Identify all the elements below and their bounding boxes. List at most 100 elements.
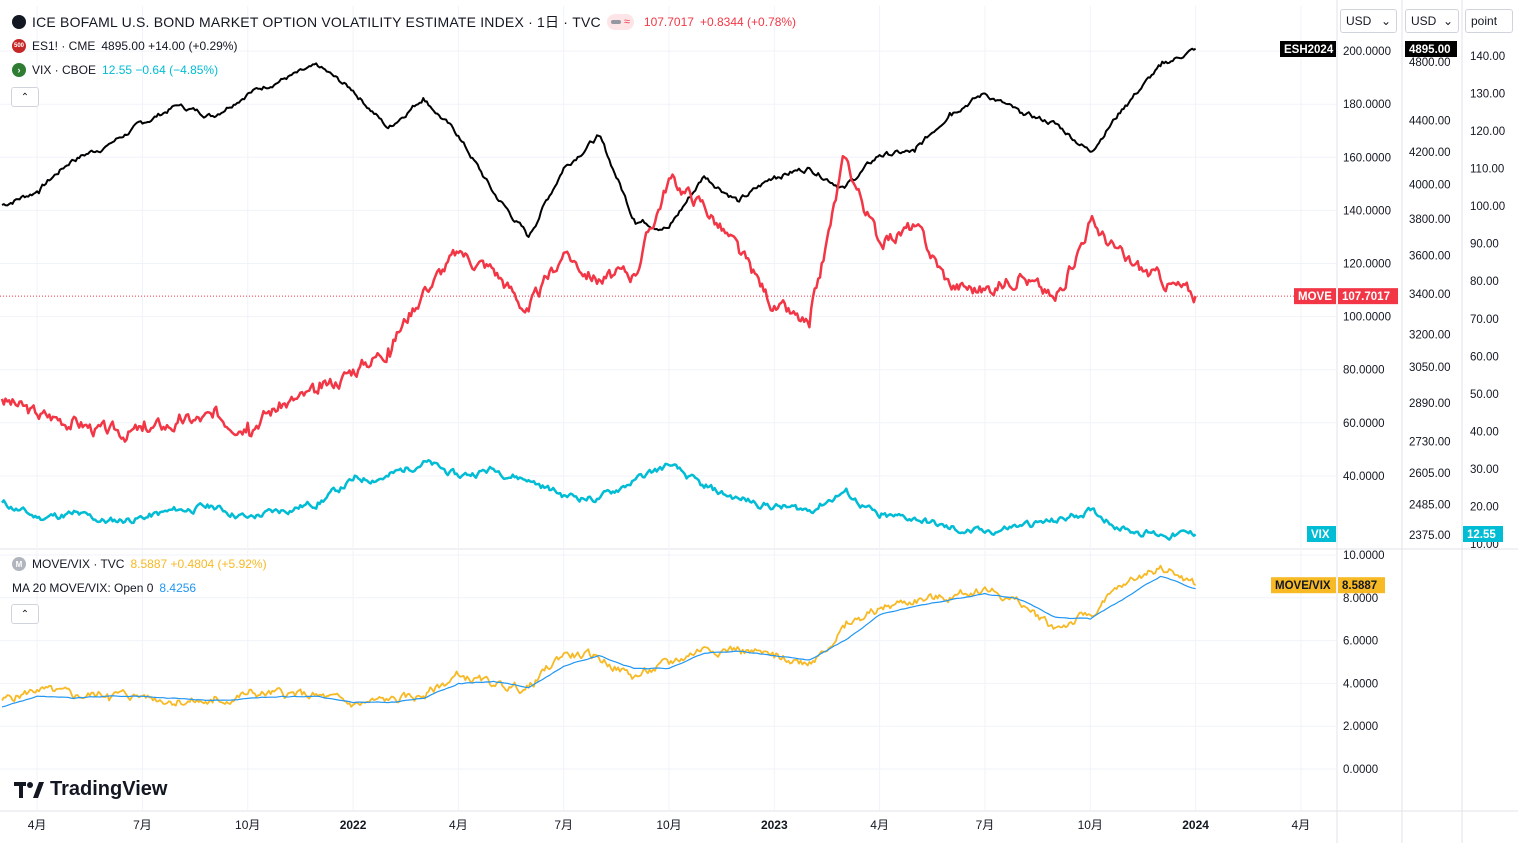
move-series-line bbox=[0, 154, 1197, 443]
es-name-tag-bg bbox=[1280, 41, 1336, 57]
vix-series-values: 12.55 −0.64 (−4.85%) bbox=[102, 63, 219, 77]
vix-axis-tick: 90.00 bbox=[1470, 239, 1499, 251]
ma-value: 8.4256 bbox=[159, 581, 197, 595]
move-name-tag-bg bbox=[1294, 288, 1336, 305]
es-axis-tick: 2890.00 bbox=[1409, 398, 1451, 410]
ratio-name-tag-text: MOVE/VIX bbox=[1275, 580, 1331, 592]
compare-pill[interactable]: ≈ bbox=[606, 14, 634, 30]
sub-series-name: MOVE/VIX · TVC bbox=[32, 557, 125, 571]
unit-select[interactable]: point bbox=[1465, 9, 1513, 33]
x-tick-label: 4月 bbox=[870, 818, 889, 832]
currency-select-2-label: USD bbox=[1411, 14, 1437, 28]
vix-value-tag: 12.55 bbox=[1463, 526, 1503, 542]
vix-axis-tick: 60.00 bbox=[1470, 351, 1499, 363]
sub-axis-tick: 0.0000 bbox=[1343, 764, 1378, 776]
move-name-tag-text: MOVE bbox=[1298, 291, 1332, 303]
sub-series-values: 8.5887 +0.4804 (+5.92%) bbox=[130, 557, 267, 571]
chevron-down-icon: ⌄ bbox=[1442, 14, 1453, 28]
x-tick-label: 4月 bbox=[28, 818, 47, 832]
es-legend: 500 ES1! · CME 4895.00 +14.00 (+0.29%) bbox=[12, 39, 237, 53]
es-axis-tick: 4400.00 bbox=[1409, 115, 1451, 127]
es-name-tag-text: ESH2024 bbox=[1284, 44, 1334, 56]
move-name-tag: MOVE bbox=[1294, 288, 1336, 305]
ma-series-line bbox=[1, 575, 1196, 708]
ratio-value-tag: 8.5887 bbox=[1338, 577, 1385, 594]
move-value-tag-bg bbox=[1338, 288, 1398, 305]
x-tick-label: 7月 bbox=[976, 818, 995, 832]
es-axis-tick: 4800.00 bbox=[1409, 57, 1451, 69]
ratio-name-tag: MOVE/VIX bbox=[1271, 577, 1336, 594]
move-axis-tick: 60.0000 bbox=[1343, 418, 1385, 430]
move-value-tag-text: 107.7017 bbox=[1342, 291, 1390, 303]
currency-select-1-label: USD bbox=[1346, 14, 1372, 28]
ma-name: MA 20 MOVE/VIX: Open 0 bbox=[12, 581, 154, 595]
move-axis-tick: 40.0000 bbox=[1343, 471, 1385, 483]
vix-axis-tick: 130.00 bbox=[1470, 89, 1505, 101]
sub-axis-tick: 6.0000 bbox=[1343, 636, 1378, 648]
sub-axis-tick: 4.0000 bbox=[1343, 678, 1378, 690]
tradingview-logo-text: TradingView bbox=[50, 778, 168, 800]
move-axis-tick: 200.0000 bbox=[1343, 46, 1391, 58]
time-axis: 4月 7月 10月 2022 4月 7月 10月 2023 4月 7月 10月 2024 4月 bbox=[28, 818, 1310, 832]
move-axis-tick: 180.0000 bbox=[1343, 99, 1391, 111]
es-symbol-icon: 500 bbox=[12, 39, 26, 53]
collapse-sub-legend-button[interactable]: ⌃ bbox=[11, 604, 39, 624]
es-axis-tick: 2485.00 bbox=[1409, 500, 1451, 512]
tradingview-logo: TradingView bbox=[14, 778, 167, 801]
ma-legend: MA 20 MOVE/VIX: Open 0 8.4256 bbox=[12, 581, 196, 595]
vix-name-tag-text: VIX bbox=[1311, 529, 1330, 541]
sub-legend: M MOVE/VIX · TVC 8.5887 +0.4804 (+5.92%) bbox=[12, 557, 267, 571]
vix-series-name: VIX · CBOE bbox=[32, 63, 97, 77]
vix-axis-tick: 70.00 bbox=[1470, 314, 1499, 326]
x-tick-label: 2022 bbox=[340, 818, 367, 832]
unit-select-label: point bbox=[1471, 14, 1498, 28]
series-lines bbox=[0, 47, 1336, 708]
es-axis-tick: 3600.00 bbox=[1409, 250, 1451, 262]
vix-axis-tick: 120.00 bbox=[1470, 126, 1505, 138]
vix-axis-tick: 40.00 bbox=[1470, 426, 1499, 438]
chevron-down-icon: ⌄ bbox=[1380, 14, 1391, 28]
currency-select-2[interactable]: USD ⌄ bbox=[1405, 9, 1459, 33]
move-axis-tick: 80.0000 bbox=[1343, 365, 1385, 377]
sub-axis-tick: 8.0000 bbox=[1343, 593, 1378, 605]
vix-axis-tick: 20.00 bbox=[1470, 501, 1499, 513]
x-tick-label: 7月 bbox=[554, 818, 573, 832]
collapse-legend-button[interactable]: ⌃ bbox=[11, 87, 39, 107]
vix-axis-tick: 50.00 bbox=[1470, 389, 1499, 401]
es-name-tag: ESH2024 bbox=[1280, 41, 1336, 57]
vix-axis-tick: 80.00 bbox=[1470, 276, 1499, 288]
ratio-series-line bbox=[1, 564, 1197, 708]
sub-symbol-icon: M bbox=[12, 557, 26, 571]
vix-series-line bbox=[1, 458, 1197, 541]
x-tick-label: 10月 bbox=[656, 818, 681, 832]
currency-select-1[interactable]: USD ⌄ bbox=[1340, 9, 1397, 33]
price-axes: 200.0000 180.0000 160.0000 140.0000 120.0000… bbox=[1343, 46, 1505, 776]
vix-legend: › VIX · CBOE 12.55 −0.64 (−4.85%) bbox=[12, 63, 218, 77]
tradingview-logo-icon bbox=[14, 781, 44, 798]
vix-axis-tick: 140.00 bbox=[1470, 51, 1505, 63]
es-series-name: ES1! · CME bbox=[32, 39, 96, 53]
es-axis-tick: 4200.00 bbox=[1409, 147, 1451, 159]
es-axis-tick: 3400.00 bbox=[1409, 289, 1451, 301]
sub-axis-tick: 2.0000 bbox=[1343, 721, 1378, 733]
last-value-labels: MOVE 107.7017 ESH2024 4895.00 VIX 12.55 MOVE/V… bbox=[1271, 41, 1503, 594]
es-axis-tick: 2375.00 bbox=[1409, 530, 1451, 542]
dots-icon bbox=[610, 20, 621, 24]
ratio-value-tag-text: 8.5887 bbox=[1342, 580, 1377, 592]
ratio-value-tag-bg bbox=[1338, 577, 1385, 594]
x-tick-label: 10月 bbox=[235, 818, 260, 832]
es-axis-tick: 4000.00 bbox=[1409, 180, 1451, 192]
vix-symbol-icon: › bbox=[12, 63, 26, 77]
x-tick-label: 4月 bbox=[1292, 818, 1311, 832]
x-tick-label: 4月 bbox=[449, 818, 468, 832]
vix-name-tag-bg bbox=[1307, 526, 1336, 542]
es-series-line bbox=[1, 47, 1197, 238]
x-tick-label: 10月 bbox=[1078, 818, 1103, 832]
es-axis-tick: 2605.00 bbox=[1409, 468, 1451, 480]
main-series-title: ICE BOFAML U.S. BOND MARKET OPTION VOLAT… bbox=[32, 14, 601, 30]
vix-axis-tick: 30.00 bbox=[1470, 464, 1499, 476]
symbol-icon bbox=[12, 15, 26, 29]
move-axis-tick: 140.0000 bbox=[1343, 205, 1391, 217]
move-axis-tick: 100.0000 bbox=[1343, 312, 1391, 324]
